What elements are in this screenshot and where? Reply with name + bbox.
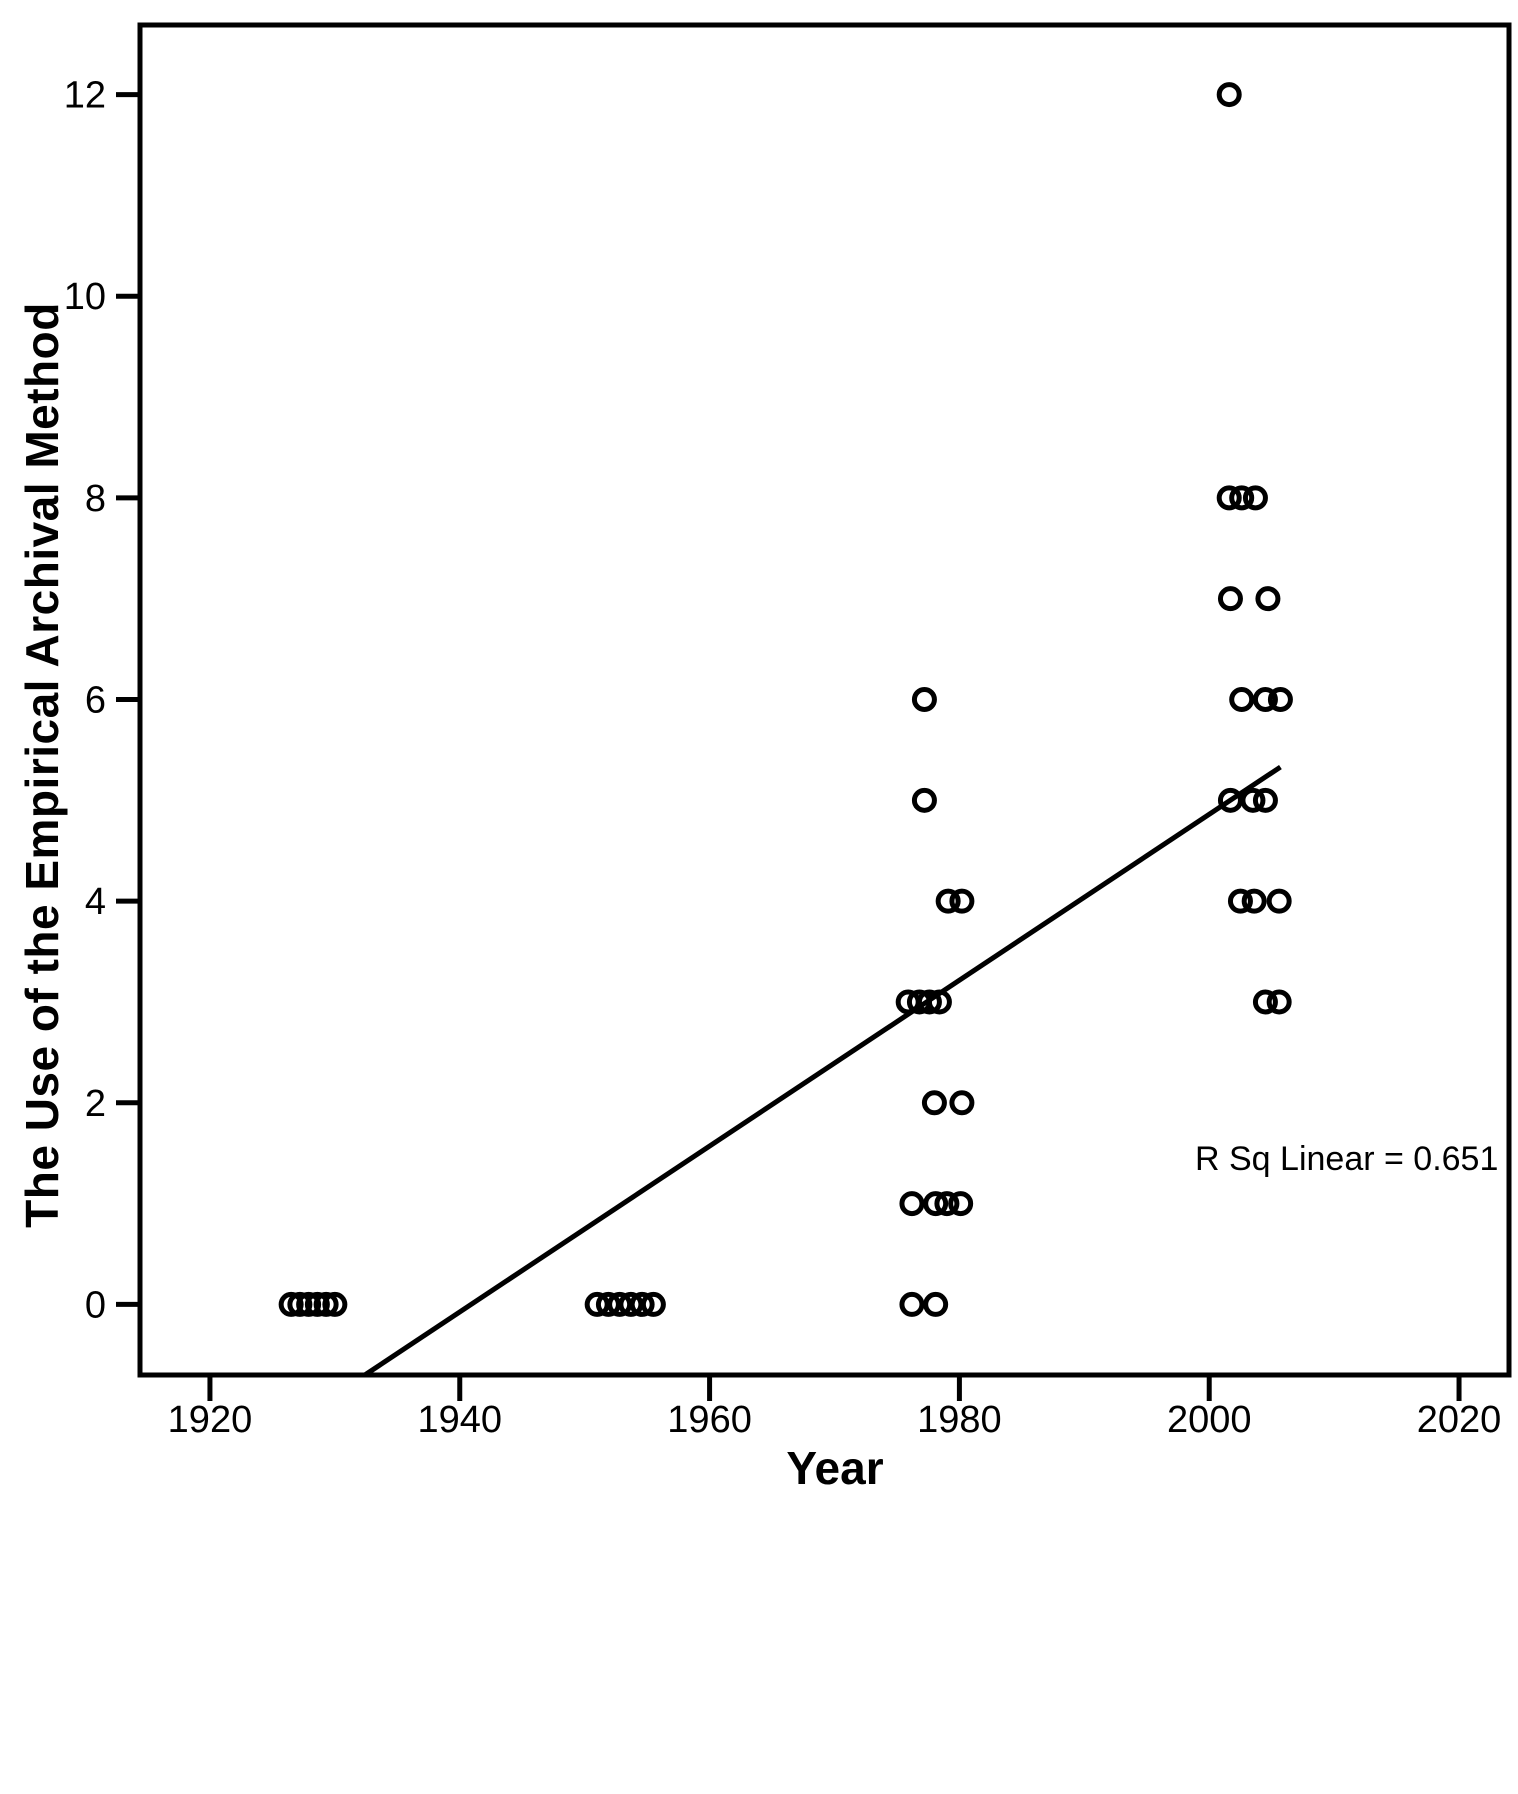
data-point (1229, 686, 1255, 712)
data-point (935, 888, 961, 914)
data-point (921, 1090, 947, 1116)
data-point (1252, 686, 1278, 712)
y-axis-tick-label: 0 (85, 1284, 106, 1326)
data-point (1217, 586, 1243, 612)
data-point (916, 989, 942, 1015)
data-point (1252, 787, 1278, 813)
data-point (1227, 888, 1253, 914)
y-axis-tick-label: 4 (85, 881, 106, 923)
x-axis-title: Year (786, 1442, 884, 1494)
data-point (911, 686, 937, 712)
data-point (1267, 686, 1293, 712)
data-point (1255, 586, 1281, 612)
data-point (322, 1291, 348, 1317)
data-point (911, 787, 937, 813)
y-axis-tick-label: 12 (64, 75, 106, 117)
data-point (1266, 888, 1292, 914)
x-axis-tick-label: 1980 (917, 1399, 1002, 1441)
data-point (949, 888, 975, 914)
data-point (640, 1291, 666, 1317)
data-point (934, 1191, 960, 1217)
data-point (1240, 787, 1266, 813)
y-axis-tick-label: 6 (85, 679, 106, 721)
y-axis-title: The Use of the Empirical Archival Method (16, 302, 68, 1228)
data-point (1229, 485, 1255, 511)
y-axis-tick-label: 10 (64, 276, 106, 318)
data-point (313, 1291, 339, 1317)
x-axis-tick-label: 1960 (667, 1399, 752, 1441)
data-point (926, 989, 952, 1015)
data-point (1252, 989, 1278, 1015)
x-axis-tick-label: 2000 (1167, 1399, 1252, 1441)
data-point (278, 1291, 304, 1317)
data-point (1242, 485, 1268, 511)
data-point (923, 1291, 949, 1317)
data-point (296, 1291, 322, 1317)
x-axis-tick-label: 1920 (168, 1399, 253, 1441)
data-point (287, 1291, 313, 1317)
y-axis-tick-label: 2 (85, 1083, 106, 1125)
y-axis-tick-label: 8 (85, 478, 106, 520)
data-point (1266, 989, 1292, 1015)
data-point (1241, 888, 1267, 914)
r-squared-annotation: R Sq Linear = 0.651 (1195, 1140, 1499, 1178)
data-point (1216, 485, 1242, 511)
data-point (1216, 82, 1242, 108)
data-point (923, 1191, 949, 1217)
x-axis-tick-label: 2020 (1417, 1399, 1502, 1441)
data-point (948, 1191, 974, 1217)
plot-border (137, 22, 1512, 1378)
data-point (949, 1090, 975, 1116)
data-point (629, 1291, 655, 1317)
regression-line (363, 764, 1282, 1378)
data-point (899, 1191, 925, 1217)
x-axis-tick-label: 1940 (417, 1399, 502, 1441)
data-point (899, 1291, 925, 1317)
data-point (304, 1291, 330, 1317)
